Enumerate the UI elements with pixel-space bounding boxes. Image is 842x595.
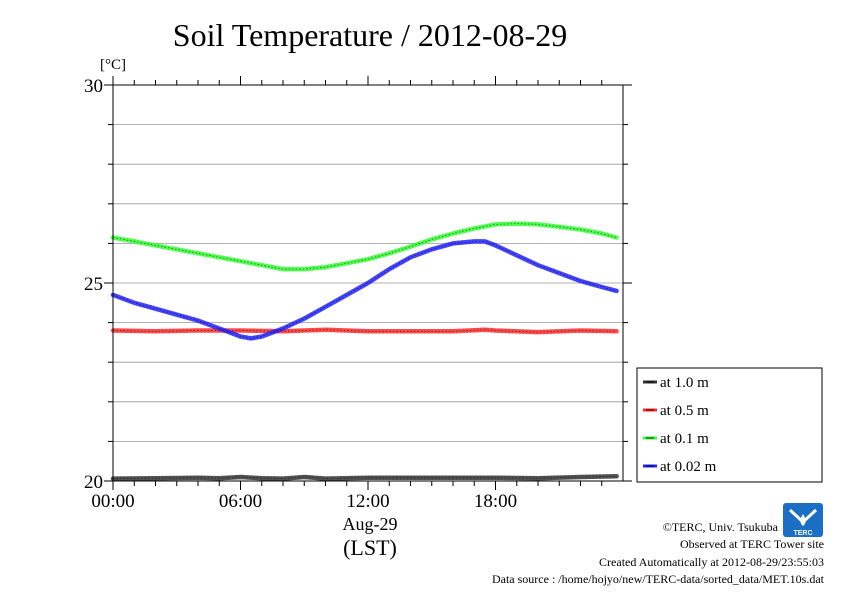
- y-tick-label: 30: [84, 76, 103, 97]
- y-tick-label: 20: [84, 472, 103, 493]
- y-tick-label: 25: [84, 274, 103, 295]
- site-text: Observed at TERC Tower site: [680, 537, 824, 551]
- created-text: Created Automatically at 2012-08-29/23:5…: [599, 555, 824, 569]
- legend-label: at 0.5 m: [660, 403, 709, 419]
- logo-text: TERC: [793, 530, 812, 537]
- axis-ticks: [104, 76, 632, 490]
- terc-logo: TERC: [783, 503, 823, 537]
- series-line-core-0: [112, 475, 617, 480]
- legend-label: at 0.02 m: [660, 459, 717, 475]
- x-tick-label: 12:00: [346, 491, 389, 512]
- source-text: Data source : /home/hojyo/new/TERC-data/…: [492, 572, 825, 586]
- legend-label: at 0.1 m: [660, 431, 709, 447]
- x-axis-unit-label: (LST): [343, 535, 397, 560]
- x-tick-label: 00:00: [91, 491, 134, 512]
- chart-title: Soil Temperature / 2012-08-29: [173, 17, 567, 53]
- series-line-2: [110, 221, 619, 272]
- copyright-text: ©TERC, Univ. Tsukuba: [663, 520, 779, 534]
- series-line-3: [110, 239, 619, 341]
- series-line-core-1: [112, 329, 617, 333]
- x-axis-date-label: Aug-29: [343, 514, 398, 534]
- x-tick-label: 18:00: [474, 491, 517, 512]
- credits: ©TERC, Univ. Tsukuba Observed at TERC To…: [492, 520, 825, 586]
- series-line-core-3: [112, 240, 617, 339]
- series-line-core-2: [112, 223, 617, 270]
- series-layer: [110, 221, 619, 481]
- legend-label: at 1.0 m: [660, 375, 709, 391]
- legend-box: [636, 367, 823, 483]
- y-axis-label: [°C]: [100, 57, 126, 73]
- legend: at 1.0 m at 0.5 m at 0.1 m at 0.02 m: [636, 367, 823, 483]
- tick-labels: 20 25 30 00:00 06:00 12:00 18:00: [84, 76, 517, 512]
- x-tick-label: 06:00: [219, 491, 262, 512]
